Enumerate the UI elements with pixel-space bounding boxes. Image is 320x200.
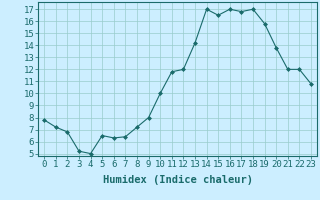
X-axis label: Humidex (Indice chaleur): Humidex (Indice chaleur) bbox=[103, 175, 252, 185]
